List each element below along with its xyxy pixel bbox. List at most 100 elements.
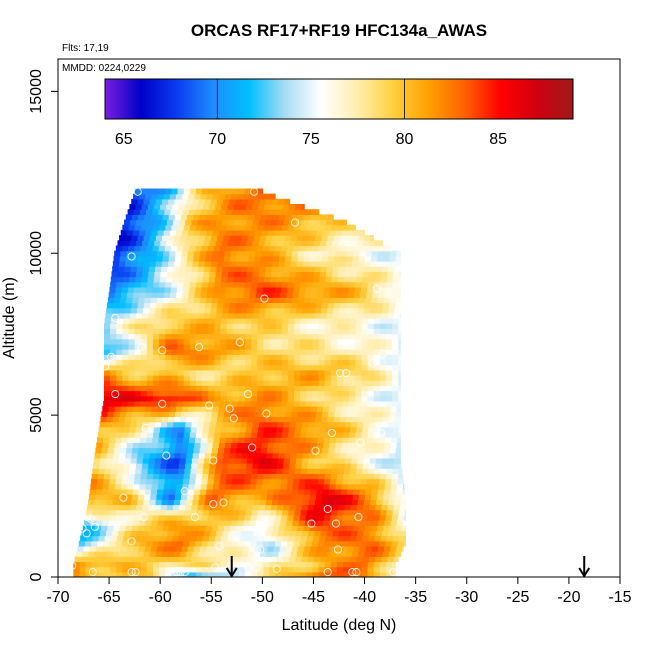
heatmap-cell (318, 364, 326, 371)
heatmap-cell (178, 318, 185, 324)
heatmap-cell (297, 525, 305, 531)
heatmap-cell (148, 530, 156, 537)
heatmap-cell (282, 468, 290, 474)
heatmap-cell (322, 447, 329, 454)
heatmap-cell (244, 374, 252, 381)
heatmap-cell (149, 198, 157, 205)
heatmap-cell (269, 349, 277, 355)
heatmap-cell (272, 255, 280, 262)
heatmap-cell (119, 525, 127, 531)
heatmap-cell (300, 323, 307, 329)
heatmap-cell (244, 437, 251, 443)
heatmap-cell (263, 395, 271, 402)
heatmap-cell (103, 566, 111, 573)
heatmap-cell (285, 545, 293, 552)
heatmap-cell (175, 193, 183, 200)
heatmap-cell (318, 571, 326, 577)
heatmap-cell (252, 219, 260, 226)
heatmap-cell (344, 219, 347, 226)
heatmap-cell (324, 354, 332, 361)
heatmap-cell (155, 530, 162, 537)
heatmap-cell (349, 364, 356, 371)
heatmap-cell (343, 359, 350, 366)
heatmap-cell (223, 416, 230, 423)
heatmap-cell (326, 504, 333, 511)
heatmap-cell (185, 307, 193, 314)
heatmap-cell (365, 545, 373, 552)
heatmap-cell (187, 447, 195, 454)
heatmap-cell (303, 302, 310, 309)
heatmap-cell (355, 328, 363, 335)
heatmap-cell (244, 354, 252, 361)
heatmap-cell (266, 494, 274, 500)
heatmap-cell (122, 359, 130, 366)
heatmap-cell (395, 255, 401, 262)
heatmap-cell (226, 390, 234, 397)
heatmap-cell (373, 286, 380, 293)
heatmap-cell (125, 302, 133, 309)
heatmap-cell (183, 286, 190, 293)
heatmap-cell (309, 452, 316, 459)
heatmap-cell (287, 473, 295, 480)
heatmap-cell (357, 416, 365, 423)
heatmap-cell (289, 266, 297, 272)
heatmap-cell (361, 374, 369, 381)
heatmap-cell (381, 312, 389, 319)
heatmap-cell (225, 483, 232, 490)
heatmap-cell (208, 431, 215, 438)
heatmap-cell (355, 561, 363, 568)
heatmap-cell (244, 540, 252, 547)
heatmap-cell (368, 556, 376, 563)
heatmap-cell (296, 551, 304, 557)
heatmap-cell (252, 271, 260, 278)
heatmap-cell (313, 426, 320, 433)
heatmap-cell (224, 229, 232, 236)
heatmap-cell (210, 499, 218, 506)
heatmap-cell (203, 556, 211, 563)
heatmap-cell (343, 395, 350, 402)
heatmap-cell (263, 224, 271, 231)
heatmap-cell (138, 214, 145, 221)
heatmap-cell (106, 457, 113, 464)
heatmap-cell (202, 369, 209, 376)
heatmap-cell (220, 390, 228, 397)
heatmap-cell (263, 328, 271, 335)
heatmap-cell (215, 556, 223, 563)
heatmap-cell (362, 312, 370, 319)
heatmap-cell (207, 209, 215, 215)
heatmap-cell (336, 364, 344, 371)
heatmap-cell (389, 447, 397, 454)
heatmap-cell (230, 255, 237, 262)
heatmap-cell (110, 473, 117, 480)
heatmap-cell (284, 551, 292, 557)
heatmap-cell (218, 447, 225, 454)
heatmap-cell (306, 364, 314, 371)
heatmap-cell (291, 411, 299, 418)
heatmap-cell (319, 318, 326, 324)
heatmap-cell (214, 395, 222, 402)
heatmap-cell (195, 286, 202, 293)
heatmap-cell (305, 437, 313, 443)
heatmap-cell (128, 364, 136, 371)
heatmap-cell (349, 571, 356, 577)
heatmap-cell (170, 437, 178, 443)
heatmap-cell (270, 271, 278, 278)
heatmap-cell (292, 483, 300, 490)
heatmap-cell (244, 369, 252, 376)
heatmap-cell (205, 297, 213, 304)
heatmap-cell (279, 255, 286, 262)
heatmap-cell (275, 224, 283, 231)
heatmap-cell (122, 380, 130, 386)
heatmap-cell (167, 266, 175, 272)
heatmap-cell (178, 276, 185, 283)
heatmap-cell (234, 219, 242, 226)
heatmap-cell (377, 525, 384, 531)
heatmap-cell (322, 297, 330, 304)
heatmap-cell (220, 369, 228, 376)
heatmap-cell (232, 514, 239, 521)
heatmap-cell (233, 240, 241, 247)
heatmap-cell (324, 333, 332, 340)
heatmap-cell (228, 421, 236, 428)
heatmap-cell (328, 488, 336, 495)
heatmap-cell (140, 364, 148, 371)
